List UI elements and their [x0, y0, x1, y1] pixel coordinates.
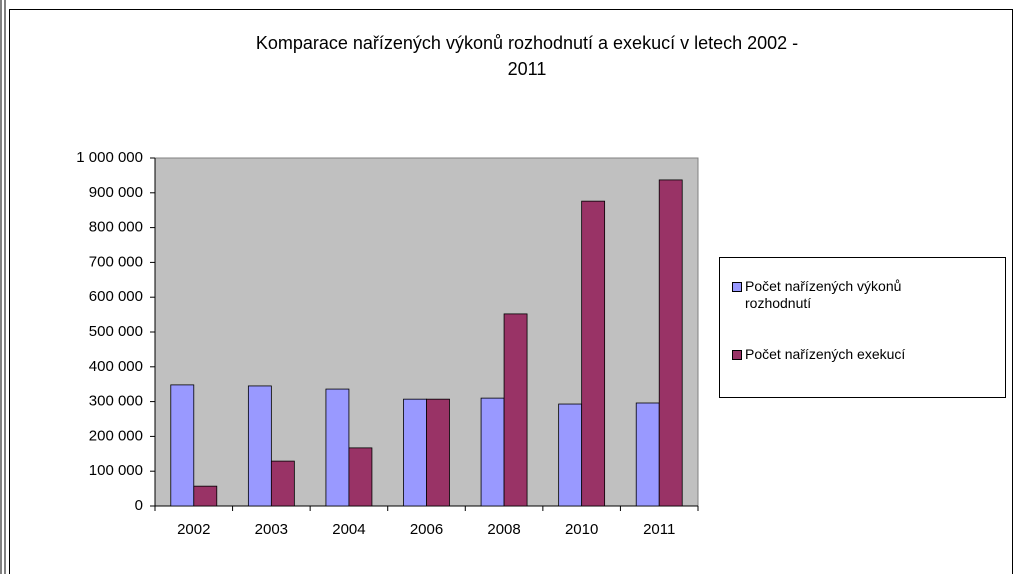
legend-label: Počet nařízených exekucí: [745, 346, 906, 362]
x-tick-label: 2011: [643, 521, 675, 538]
y-tick-label: 0: [135, 497, 143, 514]
x-tick-label: 2008: [487, 521, 520, 538]
bar: [635, 402, 660, 507]
y-tick-label: 300 000: [89, 393, 143, 410]
legend-label: Počet nařízených výkonů rozhodnutí: [745, 278, 902, 311]
x-tick-label: 2010: [565, 521, 598, 538]
chart-title: 2011: [508, 59, 547, 79]
legend: Počet nařízených výkonů rozhodnutí Počet …: [719, 257, 1006, 398]
y-tick-label: 600 000: [89, 288, 143, 305]
y-tick-label: 700 000: [89, 253, 143, 270]
legend-item: Počet nařízených výkonů rozhodnutí: [732, 278, 1005, 312]
bar: [348, 447, 373, 507]
x-tick-label: 2004: [332, 521, 365, 538]
y-tick-label: 900 000: [89, 184, 143, 201]
y-tick-label: 200 000: [89, 427, 143, 444]
bar: [503, 313, 528, 507]
x-tick-label: 2002: [177, 521, 210, 538]
bar: [247, 385, 272, 507]
bar: [658, 179, 683, 507]
legend-item: Počet nařízených exekucí: [732, 346, 1005, 363]
legend-swatch: [732, 282, 742, 292]
chart-title: Komparace nařízených výkonů rozhodnutí a…: [256, 33, 798, 53]
y-tick-label: 500 000: [89, 323, 143, 340]
x-tick-label: 2003: [255, 521, 288, 538]
bar: [426, 398, 450, 507]
bar: [170, 384, 195, 507]
y-tick-label: 100 000: [89, 462, 143, 479]
y-tick-label: 1 000 000: [76, 149, 143, 166]
x-tick-label: 2006: [410, 521, 443, 538]
bar: [558, 403, 583, 507]
y-tick-label: 400 000: [89, 358, 143, 375]
bar: [325, 388, 350, 507]
bar: [480, 397, 505, 507]
legend-swatch: [732, 350, 742, 360]
bar: [403, 398, 427, 507]
bar: [193, 485, 218, 507]
y-tick-label: 800 000: [89, 219, 143, 236]
chart-border: [9, 9, 1013, 574]
bar: [270, 460, 295, 507]
bar: [581, 200, 606, 507]
